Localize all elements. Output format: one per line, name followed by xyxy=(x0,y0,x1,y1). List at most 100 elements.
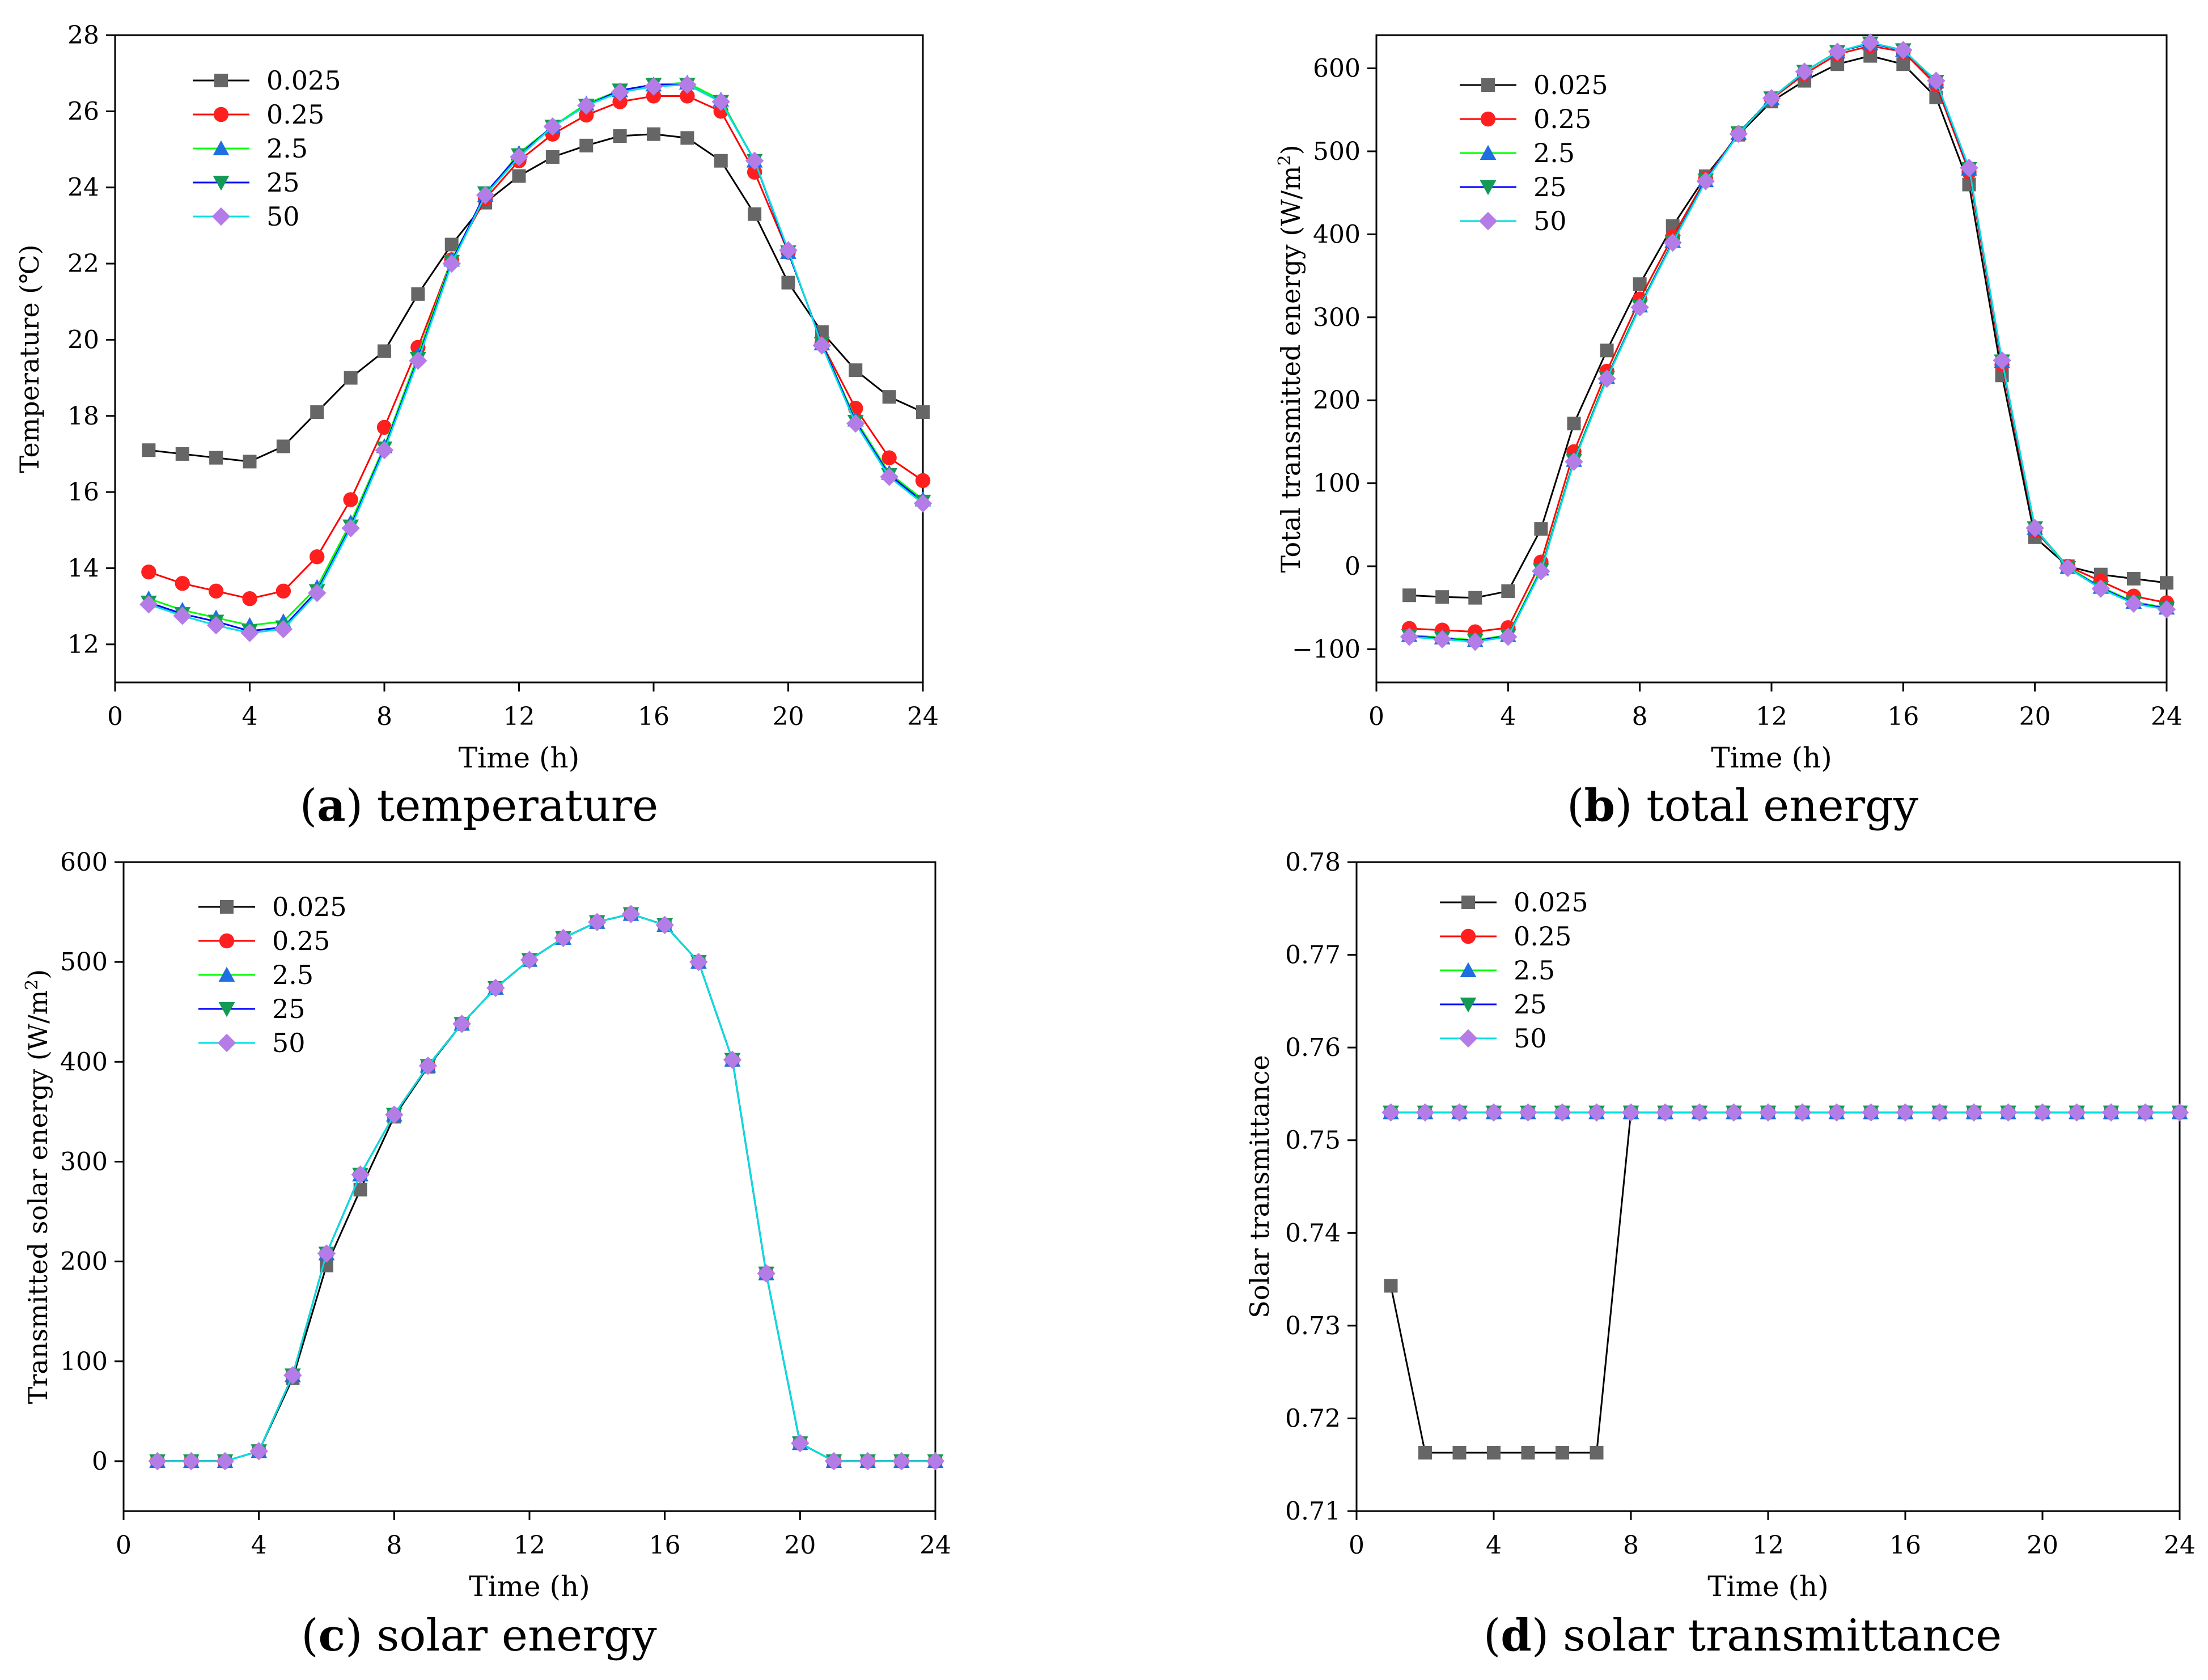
data-point-0.25 xyxy=(175,576,190,591)
y-tick-label: 24 xyxy=(67,173,99,202)
data-point-50 xyxy=(2124,594,2143,613)
legend-marker xyxy=(217,1033,236,1053)
data-point-50 xyxy=(1758,1103,1778,1122)
legend-marker xyxy=(1460,998,1477,1013)
x-tick-label: 4 xyxy=(242,702,258,731)
data-point-50 xyxy=(1690,1103,1709,1122)
data-point-50 xyxy=(2101,1103,2121,1122)
data-point-50 xyxy=(1416,1103,1435,1122)
data-point-50 xyxy=(409,351,427,370)
legend-entry: 25 xyxy=(1533,172,1567,202)
data-point-50 xyxy=(1729,125,1748,143)
legend-entry: 50 xyxy=(1533,206,1567,236)
data-point-50 xyxy=(1597,369,1616,388)
data-point-0.25 xyxy=(881,450,897,465)
panel-caption: (d) solar transmittance xyxy=(1484,1610,2002,1661)
data-point-0.25 xyxy=(646,88,662,104)
y-tick-label: 28 xyxy=(67,21,99,50)
y-axis-label: Solar transmittance xyxy=(1244,1055,1275,1318)
panel-caption: (b) total energy xyxy=(1567,780,1918,831)
y-tick-label: 400 xyxy=(1313,220,1361,249)
data-point-50 xyxy=(1862,1103,1880,1122)
data-point-0.025 xyxy=(310,405,324,419)
data-point-50 xyxy=(418,1057,438,1075)
x-tick-label: 12 xyxy=(503,702,535,731)
data-point-0.025 xyxy=(1452,1445,1467,1460)
x-axis-label: Time (h) xyxy=(1707,1570,1828,1603)
legend-entry: 0.025 xyxy=(272,892,347,922)
data-point-0.025 xyxy=(714,154,728,168)
data-point-0.25 xyxy=(612,94,628,109)
data-point-50 xyxy=(2170,1103,2189,1122)
legend-marker xyxy=(1459,1029,1478,1048)
data-point-50 xyxy=(543,117,562,136)
legend-marker xyxy=(219,933,235,949)
data-point-50 xyxy=(2091,579,2110,598)
x-tick-label: 0 xyxy=(1368,702,1384,731)
legend-entry: 0.025 xyxy=(1514,887,1588,918)
data-point-50 xyxy=(1450,1103,1469,1122)
data-point-0.25 xyxy=(276,583,291,599)
data-point-0.25 xyxy=(343,492,358,507)
data-point-50 xyxy=(588,913,607,931)
data-point-50 xyxy=(1484,1103,1503,1122)
data-point-0.025 xyxy=(1402,588,1417,603)
data-point-50 xyxy=(858,1452,877,1471)
y-tick-label: 200 xyxy=(1313,386,1361,415)
data-point-50 xyxy=(173,606,192,625)
data-point-0.025 xyxy=(1501,584,1515,598)
legend-entry: 25 xyxy=(1514,989,1547,1020)
data-point-0.025 xyxy=(849,363,863,377)
data-point-0.025 xyxy=(1418,1445,1432,1460)
y-axis-label: Temperature (℃) xyxy=(14,244,45,473)
x-tick-label: 0 xyxy=(116,1531,132,1560)
data-point-50 xyxy=(1793,1103,1812,1122)
x-tick-label: 24 xyxy=(2164,1531,2196,1560)
y-tick-label: 500 xyxy=(60,948,108,977)
legend-marker xyxy=(213,176,230,191)
x-tick-label: 4 xyxy=(251,1531,267,1560)
data-point-50 xyxy=(182,1452,201,1471)
y-tick-label: 0.75 xyxy=(1285,1126,1341,1155)
data-point-50 xyxy=(2033,1103,2052,1122)
data-point-50 xyxy=(1828,43,1847,61)
x-axis-label: Time (h) xyxy=(1711,741,1832,774)
legend-marker xyxy=(1478,211,1498,231)
data-point-50 xyxy=(1621,1103,1641,1122)
data-point-50 xyxy=(317,1244,336,1263)
legend-marker xyxy=(218,1002,235,1017)
data-point-50 xyxy=(1696,172,1715,190)
x-tick-label: 12 xyxy=(1752,1531,1784,1560)
x-tick-label: 12 xyxy=(514,1531,545,1560)
data-point-50 xyxy=(554,928,573,948)
legend-marker xyxy=(1481,78,1495,92)
legend-entry: 0.025 xyxy=(266,65,341,96)
legend-entry: 0.25 xyxy=(1514,921,1571,952)
legend-entry: 2.5 xyxy=(1533,138,1575,168)
data-point-0.025 xyxy=(1567,417,1581,431)
y-tick-label: 600 xyxy=(1313,54,1361,83)
data-point-0.025 xyxy=(209,451,223,465)
data-point-50 xyxy=(1861,33,1880,52)
x-tick-label: 16 xyxy=(638,702,669,731)
y-tick-label: 100 xyxy=(1313,469,1361,498)
data-point-50 xyxy=(812,336,832,355)
data-point-0.025 xyxy=(512,169,526,183)
legend-marker xyxy=(220,900,234,914)
data-point-50 xyxy=(148,1452,167,1471)
data-point-50 xyxy=(757,1264,775,1283)
data-point-0.025 xyxy=(1534,522,1548,536)
x-tick-label: 20 xyxy=(2019,702,2051,731)
y-tick-label: 300 xyxy=(1313,303,1361,332)
legend-marker xyxy=(218,966,235,982)
data-point-0.25 xyxy=(915,473,931,489)
data-point-0.025 xyxy=(647,127,660,141)
data-point-50 xyxy=(375,441,394,460)
data-point-50 xyxy=(1587,1103,1606,1122)
data-point-0.025 xyxy=(2126,571,2141,586)
legend-marker xyxy=(1460,928,1476,944)
data-point-0.25 xyxy=(579,107,594,123)
data-point-50 xyxy=(139,595,158,614)
legend-marker xyxy=(214,74,228,87)
legend-entry: 0.25 xyxy=(272,926,330,956)
